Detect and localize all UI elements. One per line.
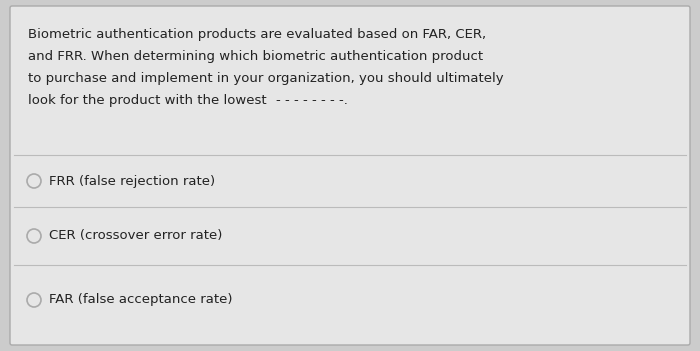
- Text: Biometric authentication products are evaluated based on FAR, CER,: Biometric authentication products are ev…: [28, 28, 486, 41]
- Text: to purchase and implement in your organization, you should ultimately: to purchase and implement in your organi…: [28, 72, 503, 85]
- Text: look for the product with the lowest: look for the product with the lowest: [28, 94, 267, 107]
- Text: FAR (false acceptance rate): FAR (false acceptance rate): [49, 293, 232, 306]
- Text: and FRR. When determining which biometric authentication product: and FRR. When determining which biometri…: [28, 50, 483, 63]
- Text: FRR (false rejection rate): FRR (false rejection rate): [49, 174, 215, 187]
- Text: - - - - - - - -.: - - - - - - - -.: [276, 94, 348, 107]
- FancyBboxPatch shape: [10, 6, 690, 345]
- Text: CER (crossover error rate): CER (crossover error rate): [49, 230, 223, 243]
